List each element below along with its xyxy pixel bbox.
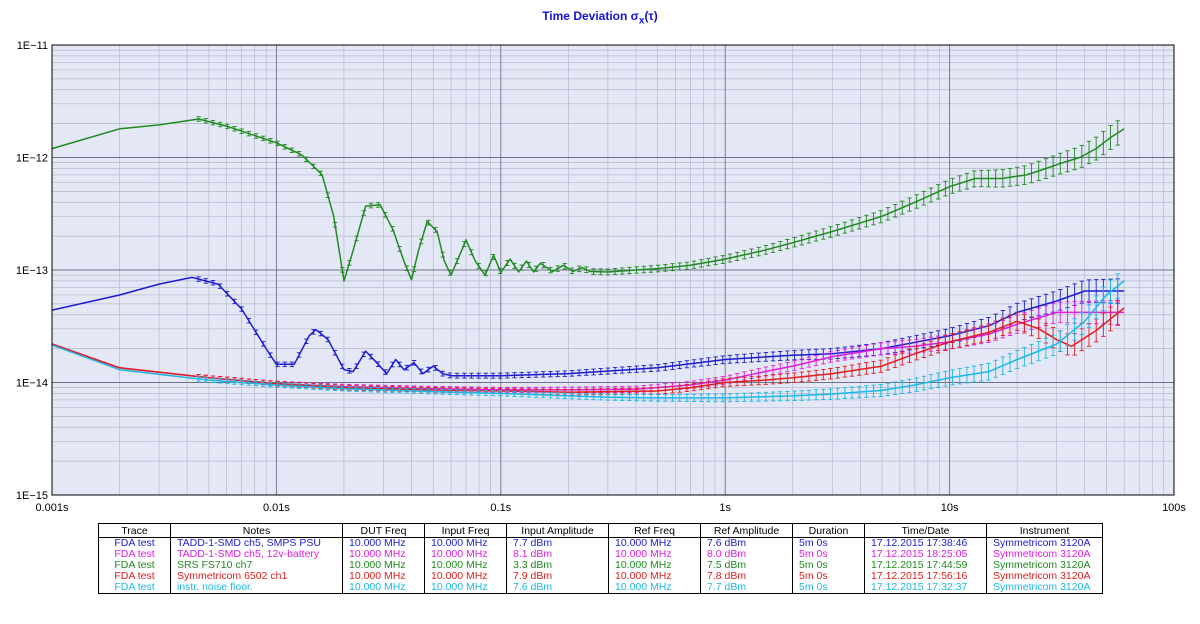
y-tick-label: 1E−11 <box>17 40 48 52</box>
x-tick-label: 1s <box>719 502 731 514</box>
y-tick-label: 1E−12 <box>16 153 48 165</box>
legend-cell: Symmetricom 3120A <box>986 537 1103 549</box>
legend-header-cell: Time/Date <box>864 523 987 538</box>
legend-header-cell: Ref Freq <box>608 523 701 538</box>
x-tick-label: 100s <box>1162 502 1186 514</box>
series-line <box>51 307 1125 393</box>
y-tick-label: 1E−13 <box>16 265 48 277</box>
y-tick-label: 1E−14 <box>16 378 48 390</box>
y-tick-label: 1E−15 <box>16 490 48 502</box>
legend-header-cell: Input Amplitude <box>506 523 609 538</box>
legend-cell: 5m 0s <box>792 582 865 594</box>
legend-row: FDA test SRS FS710 ch7 10.000 MHz 10.000 MH… <box>98 560 1103 571</box>
legend-cell: FDA test <box>98 582 171 594</box>
chart-title: Time Deviation σx(τ) <box>0 9 1200 26</box>
chart-title-suffix: (τ) <box>644 9 658 23</box>
time-deviation-chart: 0.001s 0.01s 0.1s 1s 10s 100s 1E−15 1E−14 1E−13… <box>16 40 1187 514</box>
x-tick-labels: 0.001s 0.01s 0.1s 1s 10s 100s <box>35 502 1186 514</box>
trace-legend-table: Trace Notes DUT Freq Input Freq Input Amplit… <box>98 523 1103 594</box>
series-5 <box>51 273 1125 403</box>
legend-header-cell: DUT Freq <box>342 523 425 538</box>
x-tick-label: 10s <box>941 502 959 514</box>
plot-frame <box>51 44 1175 496</box>
series-1 <box>51 116 1125 282</box>
legend-header-row: Trace Notes DUT Freq Input Freq Input Amplit… <box>98 523 1103 538</box>
legend-body: FDA test TADD-1-SMD ch5, SMPS PSU 10.000 M… <box>98 537 1103 594</box>
legend-cell: 10.000 MHz <box>424 582 507 594</box>
legend-cell: 17.12.2015 17:32:37 <box>864 582 987 594</box>
legend-header-cell: Input Freq <box>424 523 507 538</box>
legend-cell: Symmetricom 3120A <box>986 560 1103 571</box>
series-layer <box>51 116 1125 403</box>
legend-cell: 10.000 MHz <box>608 582 701 594</box>
legend-row: FDA test TADD-1-SMD ch5, 12v-battery 10.00… <box>98 549 1103 560</box>
x-tick-label: 0.001s <box>35 502 69 514</box>
legend-cell: 10.000 MHz <box>342 582 425 594</box>
legend-header-cell: Duration <box>792 523 865 538</box>
legend-header-cell: Instrument <box>986 523 1103 538</box>
legend-row: FDA test instr. noise floor. 10.000 MHz 10.… <box>98 582 1103 594</box>
x-tick-label: 0.1s <box>490 502 511 514</box>
y-tick-labels: 1E−15 1E−14 1E−13 1E−12 1E−11 <box>16 40 48 502</box>
legend-header-cell: Trace <box>98 523 171 538</box>
legend-cell: Symmetricom 3120A <box>986 571 1103 582</box>
chart-title-subscript: x <box>638 15 645 27</box>
legend-cell: 7.7 dBm <box>700 582 793 594</box>
legend-cell: Symmetricom 3120A <box>986 549 1103 560</box>
x-tick-label: 0.01s <box>263 502 290 514</box>
legend-row: FDA test Symmetricom 6502 ch1 10.000 MHz 10… <box>98 571 1103 582</box>
legend-cell: instr. noise floor. <box>170 582 343 594</box>
legend-cell: Symmetricom 3120A <box>986 582 1103 594</box>
chart-title-main: Time Deviation σ <box>542 9 639 23</box>
legend-header-cell: Notes <box>170 523 343 538</box>
legend-row: FDA test TADD-1-SMD ch5, SMPS PSU 10.000 M… <box>98 537 1103 549</box>
legend-header-cell: Ref Amplitude <box>700 523 793 538</box>
legend-cell: 7.6 dBm <box>506 582 609 594</box>
